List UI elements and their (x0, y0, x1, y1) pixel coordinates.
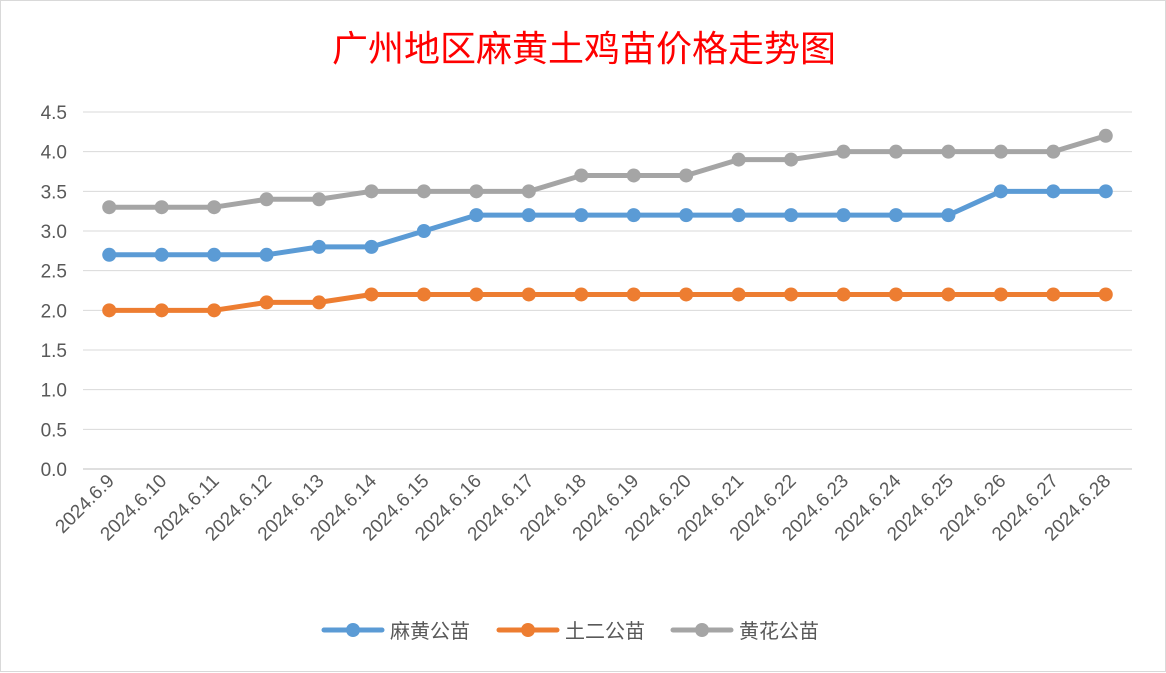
data-point (1098, 184, 1113, 199)
y-tick-label: 0.5 (41, 420, 67, 441)
data-point (521, 184, 536, 199)
data-point (364, 239, 379, 254)
series-3 (102, 128, 1113, 215)
legend-label: 黄花公苗 (739, 619, 819, 643)
legend-label: 土二公苗 (565, 619, 645, 643)
y-tick-label: 4.0 (41, 143, 67, 164)
data-point (993, 144, 1008, 159)
data-point (888, 208, 903, 223)
data-point (469, 184, 484, 199)
data-point (364, 287, 379, 302)
y-tick-label: 3.5 (41, 182, 67, 203)
y-tick-label: 4.5 (41, 103, 67, 124)
data-point (469, 208, 484, 223)
data-point (312, 295, 327, 310)
y-tick-label: 2.5 (41, 262, 67, 283)
data-point (416, 184, 431, 199)
data-point (574, 168, 589, 183)
data-point (731, 208, 746, 223)
series-line (106, 133, 1109, 210)
y-tick-label: 0.0 (41, 460, 67, 481)
y-tick-label: 2.0 (41, 301, 67, 322)
data-point (1046, 287, 1061, 302)
legend-item: 麻黄公苗 (321, 619, 470, 643)
data-point (1098, 128, 1113, 143)
legend-swatch-marker (346, 623, 360, 637)
data-point (784, 287, 799, 302)
data-point (626, 208, 641, 223)
data-point (154, 303, 169, 318)
data-point (888, 287, 903, 302)
data-point (574, 208, 589, 223)
legend-swatch-marker (521, 623, 535, 637)
data-point (259, 192, 274, 207)
data-point (102, 200, 117, 215)
data-point (469, 287, 484, 302)
data-point (312, 239, 327, 254)
legend-item: 土二公苗 (496, 619, 645, 643)
chart-title: 广州地区麻黄土鸡苗价格走势图 (332, 29, 836, 70)
data-point (836, 287, 851, 302)
series-2 (102, 287, 1113, 318)
y-axis-ticks: 0.0 0.5 1.0 1.5 2.0 2.5 3.0 3.5 4.0 4.5 (41, 103, 67, 481)
data-point (941, 208, 956, 223)
series-line (106, 291, 1109, 313)
data-point (521, 208, 536, 223)
data-point (364, 184, 379, 199)
data-point (102, 247, 117, 262)
data-point (836, 144, 851, 159)
series-layer (102, 128, 1113, 318)
data-point (207, 303, 222, 318)
data-point (574, 287, 589, 302)
series-1 (102, 184, 1113, 262)
data-point (521, 287, 536, 302)
data-point (679, 168, 694, 183)
data-point (1098, 287, 1113, 302)
data-point (416, 224, 431, 238)
data-point (784, 152, 799, 167)
data-point (679, 287, 694, 302)
data-point (731, 287, 746, 302)
data-point (626, 287, 641, 302)
data-point (888, 144, 903, 159)
data-point (784, 208, 799, 223)
data-point (941, 144, 956, 159)
data-point (679, 208, 694, 223)
y-tick-label: 1.0 (41, 381, 67, 402)
data-point (207, 247, 222, 262)
data-point (626, 168, 641, 183)
legend-swatch-marker (695, 623, 709, 637)
data-point (259, 295, 274, 310)
series-line (106, 188, 1109, 258)
data-point (312, 192, 327, 207)
legend: 麻黄公苗 土二公苗 黄花公苗 (321, 619, 819, 643)
data-point (836, 208, 851, 223)
data-point (416, 287, 431, 302)
data-point (1046, 144, 1061, 159)
data-point (941, 287, 956, 302)
y-tick-label: 1.5 (41, 341, 67, 362)
gridlines (83, 111, 1132, 470)
x-axis-ticks: 2024.6.92024.6.102024.6.112024.6.122024.… (52, 470, 1116, 545)
data-point (154, 200, 169, 215)
data-point (154, 247, 169, 262)
legend-item: 黄花公苗 (670, 619, 819, 643)
y-tick-label: 3.0 (41, 222, 67, 243)
data-point (993, 184, 1008, 199)
legend-label: 麻黄公苗 (390, 619, 470, 643)
data-point (102, 303, 117, 318)
data-point (1046, 184, 1061, 199)
data-point (259, 247, 274, 262)
data-point (731, 152, 746, 167)
data-point (993, 287, 1008, 302)
data-point (207, 200, 222, 215)
